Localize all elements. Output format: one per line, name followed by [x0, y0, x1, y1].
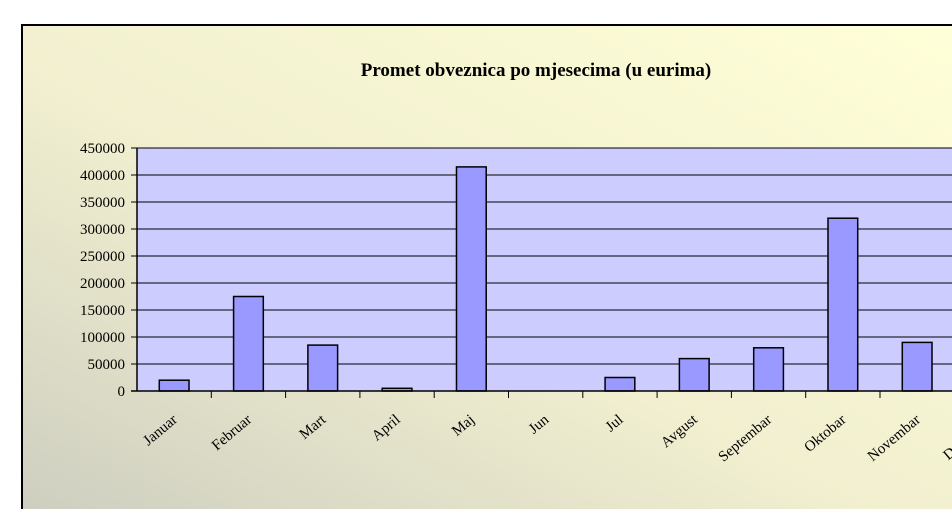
- y-tick-label: 350000: [80, 195, 125, 211]
- bar: [307, 344, 339, 392]
- chart-title: Promet obveznica po mjesecima (u eurima): [361, 60, 712, 81]
- y-tick-label: 300000: [80, 222, 125, 238]
- y-tick-label: 50000: [88, 357, 126, 373]
- y-tick-label: 200000: [80, 276, 125, 292]
- bar: [232, 295, 265, 392]
- y-tick-label: 150000: [80, 303, 125, 319]
- bar: [678, 357, 710, 392]
- bar: [752, 347, 785, 392]
- y-tick-label: 100000: [80, 330, 125, 346]
- bar: [158, 379, 190, 392]
- y-tick-label: 0: [118, 384, 126, 400]
- bar: [901, 341, 933, 392]
- bar: [455, 166, 487, 392]
- y-tick-label: 450000: [80, 141, 125, 157]
- bar: [827, 217, 859, 392]
- bar: [604, 376, 636, 392]
- plot-area: [136, 147, 952, 392]
- y-tick-label: 250000: [80, 249, 125, 265]
- y-tick-label: 400000: [80, 168, 125, 184]
